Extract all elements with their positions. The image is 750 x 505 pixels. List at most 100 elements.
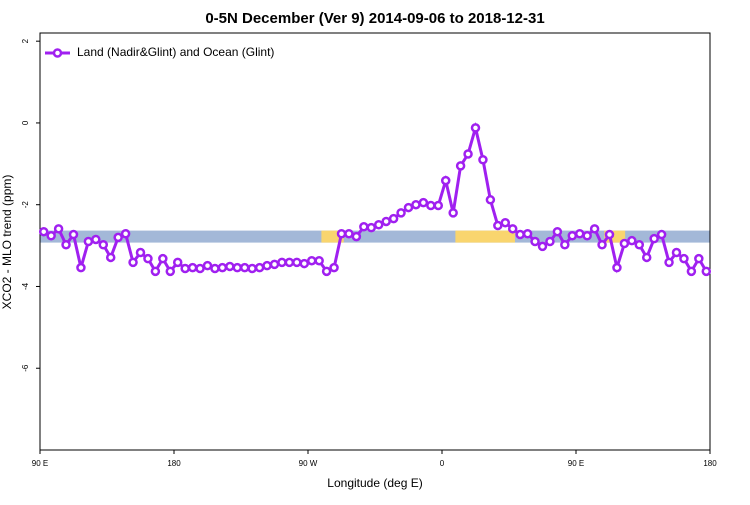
point [351, 231, 362, 242]
point [76, 262, 86, 273]
point [239, 262, 250, 273]
point [113, 232, 123, 243]
point [306, 255, 317, 266]
y-axis-label: XCO2 - MLO trend (ppm) [0, 175, 14, 310]
legend-label: Land (Nadir&Glint) and Ocean (Glint) [77, 45, 274, 59]
point [120, 228, 131, 239]
point [582, 231, 592, 241]
plot-frame [39, 32, 711, 451]
point [299, 258, 310, 269]
x-tick-label: 0 [440, 459, 445, 468]
point [455, 161, 466, 171]
point [344, 228, 354, 239]
x-tick-label: 180 [703, 459, 717, 468]
point [537, 241, 548, 252]
point [38, 226, 49, 237]
point [46, 231, 56, 241]
point [180, 263, 190, 274]
point [448, 208, 458, 218]
x-tick-label: 90 E [568, 459, 584, 468]
point [210, 263, 220, 274]
point [247, 263, 257, 274]
point [232, 262, 243, 273]
point [612, 262, 622, 273]
point [426, 200, 436, 211]
point [463, 149, 473, 159]
point [366, 222, 377, 233]
point [403, 202, 414, 213]
point [388, 213, 399, 224]
point [418, 197, 429, 208]
point [336, 228, 347, 239]
x-tick-label: 180 [167, 459, 181, 468]
point [649, 233, 659, 244]
point [83, 236, 94, 247]
point [321, 266, 332, 277]
point [187, 262, 198, 273]
point [493, 220, 503, 231]
point [284, 257, 295, 268]
point [68, 229, 79, 240]
y-tick-label: 0 [21, 120, 30, 125]
point [217, 262, 228, 273]
point [433, 200, 444, 211]
point [589, 224, 600, 234]
point [604, 229, 615, 240]
point [686, 266, 697, 277]
point [292, 257, 302, 268]
x-tick-label: 90 W [299, 459, 318, 468]
point [165, 266, 176, 277]
point [314, 255, 324, 266]
y-tick-label: -6 [21, 364, 30, 372]
point [105, 252, 116, 263]
point [679, 253, 689, 264]
land-segment [455, 230, 515, 243]
point [656, 229, 667, 240]
point [545, 236, 555, 247]
point [560, 240, 570, 250]
point [269, 259, 280, 270]
point [61, 240, 71, 250]
point [597, 240, 607, 250]
point [634, 240, 645, 250]
point [515, 229, 525, 240]
point [641, 252, 652, 263]
point [128, 257, 138, 268]
point [470, 123, 481, 133]
y-tick-label: 2 [21, 38, 30, 43]
point [507, 224, 518, 234]
point [172, 257, 183, 268]
band [40, 230, 710, 243]
point [440, 175, 451, 186]
point [485, 195, 496, 205]
point [567, 231, 578, 241]
point [91, 234, 101, 245]
point [150, 266, 161, 277]
point [359, 222, 369, 232]
point [277, 257, 287, 268]
point [135, 247, 146, 258]
point [552, 226, 563, 237]
legend-marker [52, 48, 63, 58]
point [98, 240, 109, 250]
point [478, 154, 488, 165]
point [262, 260, 272, 271]
point [202, 260, 213, 271]
point [373, 219, 384, 230]
point [574, 228, 585, 239]
chart-title: 0-5N December (Ver 9) 2014-09-06 to 2018… [205, 10, 544, 27]
point [158, 253, 168, 264]
point [664, 257, 674, 268]
point [53, 224, 64, 234]
point [694, 253, 704, 264]
point [619, 238, 630, 249]
point [195, 263, 205, 274]
point [254, 262, 265, 273]
point [671, 247, 682, 258]
point [225, 261, 235, 272]
point [381, 216, 391, 227]
point [627, 235, 637, 246]
point [530, 236, 540, 247]
point [701, 266, 712, 277]
